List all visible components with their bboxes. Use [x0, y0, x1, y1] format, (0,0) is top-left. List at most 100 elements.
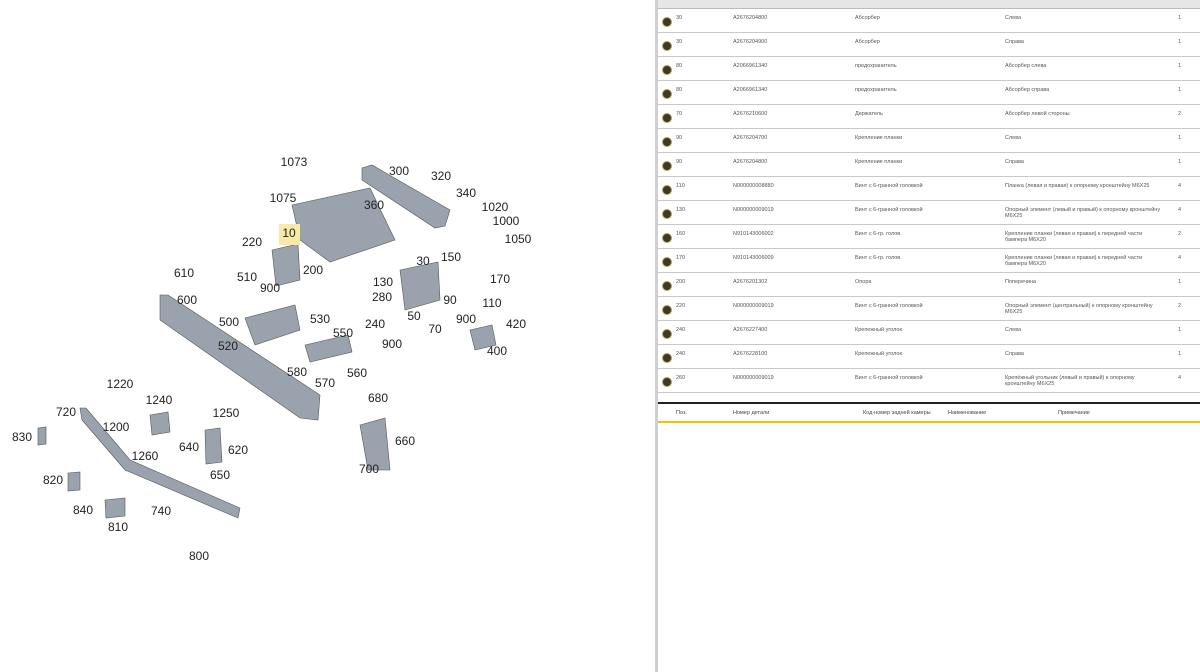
callout-label[interactable]: 70 — [428, 322, 442, 336]
row-icon[interactable] — [662, 353, 672, 363]
callout-label[interactable]: 700 — [359, 462, 379, 476]
callout-label[interactable]: 30 — [416, 254, 430, 268]
callout-label[interactable]: 300 — [389, 164, 409, 178]
callout-label[interactable]: 720 — [56, 405, 76, 419]
callout-label[interactable]: 900 — [260, 281, 280, 295]
header-cell[interactable]: Поз. — [676, 410, 687, 416]
table-row[interactable]: 260 N000000009019 Винт с 6-гранной головко… — [658, 369, 1200, 393]
callout-label[interactable]: 130 — [373, 275, 393, 289]
table-row[interactable]: 160 N910143006002 Винт с 6-гр. голов. Крепл… — [658, 225, 1200, 249]
table-row[interactable]: 110 N000000008880 Винт с 6-гранной головко… — [658, 177, 1200, 201]
callout-label[interactable]: 740 — [151, 504, 171, 518]
callout-label[interactable]: 360 — [364, 198, 384, 212]
row-icon[interactable] — [662, 17, 672, 27]
table-row[interactable]: 240 A2676228100 Крепежный уголок Справа 1 — [658, 345, 1200, 369]
row-icon[interactable] — [662, 89, 672, 99]
header-cell[interactable]: Код-номер задней камеры — [863, 410, 931, 416]
position: 80 — [676, 87, 683, 93]
callout-label[interactable]: 280 — [372, 290, 392, 304]
callout-label[interactable]: 530 — [310, 312, 330, 326]
row-icon[interactable] — [662, 257, 672, 267]
part-number: N910143006009 — [733, 255, 774, 261]
callout-label[interactable]: 1020 — [482, 200, 509, 214]
callout-label[interactable]: 1000 — [493, 214, 520, 228]
callout-label[interactable]: 220 — [242, 235, 262, 249]
callout-label[interactable]: 1250 — [213, 406, 240, 420]
callout-label[interactable]: 90 — [443, 293, 457, 307]
callout-label[interactable]: 500 — [219, 315, 239, 329]
callout-label[interactable]: 400 — [487, 344, 507, 358]
callout-label[interactable]: 560 — [347, 366, 367, 380]
callout-label[interactable]: 580 — [287, 365, 307, 379]
position: 240 — [676, 327, 686, 333]
table-row[interactable]: 90 A2676204700 Крепление планки Слева 1 — [658, 129, 1200, 153]
table-row[interactable]: 30 A2676204800 Абсорбер Слева 1 — [658, 9, 1200, 33]
table-row[interactable]: 170 N910143006009 Винт с 6-гр. голов. Крепл… — [658, 249, 1200, 273]
row-icon[interactable] — [662, 113, 672, 123]
table-body: 30 A2676204800 Абсорбер Слева 1 30 A2676204900… — [658, 9, 1200, 393]
row-icon[interactable] — [662, 305, 672, 315]
callout-label[interactable]: 620 — [228, 443, 248, 457]
callout-label[interactable]: 660 — [395, 434, 415, 448]
callout-label[interactable]: 570 — [315, 376, 335, 390]
callout-label[interactable]: 830 — [12, 430, 32, 444]
row-icon[interactable] — [662, 329, 672, 339]
callout-label[interactable]: 1260 — [132, 449, 159, 463]
callout-label[interactable]: 800 — [189, 549, 209, 563]
table-row[interactable]: 200 A2676201302 Опора Поперечина 1 — [658, 273, 1200, 297]
callout-label[interactable]: 680 — [368, 391, 388, 405]
callout-label[interactable]: 520 — [218, 339, 238, 353]
callout-label[interactable]: 900 — [456, 312, 476, 326]
table-row[interactable]: 80 A2066961340 предохранитель Абсорбер спра… — [658, 81, 1200, 105]
table-row[interactable]: 130 N000000009019 Винт с 6-гранной головко… — [658, 201, 1200, 225]
callout-label[interactable]: 510 — [237, 270, 257, 284]
row-icon[interactable] — [662, 65, 672, 75]
part-name: Опора — [855, 279, 872, 285]
table-row[interactable]: 90 A2676204800 Крепление планки Справа 1 — [658, 153, 1200, 177]
callout-label[interactable]: 650 — [210, 468, 230, 482]
callout-label[interactable]: 610 — [174, 266, 194, 280]
callout-label[interactable]: 1073 — [281, 155, 308, 169]
callout-label[interactable]: 240 — [365, 317, 385, 331]
callout-label[interactable]: 1220 — [107, 377, 134, 391]
callout-label[interactable]: 900 — [382, 337, 402, 351]
header-cell[interactable]: Номер детали — [733, 410, 770, 416]
callout-label[interactable]: 550 — [333, 326, 353, 340]
table-row[interactable]: 240 A2676227400 Крепежный уголок Слева 1 — [658, 321, 1200, 345]
callout-label[interactable]: 420 — [506, 317, 526, 331]
callout-label[interactable]: 110 — [482, 296, 501, 310]
callout-label[interactable]: 200 — [303, 263, 323, 277]
callout-label[interactable]: 340 — [456, 186, 476, 200]
row-icon[interactable] — [662, 209, 672, 219]
table-row[interactable]: 220 N000000009019 Винт с 6-гранной головко… — [658, 297, 1200, 321]
row-icon[interactable] — [662, 41, 672, 51]
callout-label[interactable]: 170 — [490, 272, 510, 286]
callout-label[interactable]: 820 — [43, 473, 63, 487]
callout-label[interactable]: 600 — [177, 293, 197, 307]
callout-label[interactable]: 320 — [431, 169, 451, 183]
callout-label[interactable]: 840 — [73, 503, 93, 517]
table-row[interactable]: 70 A2676210600 Держатель Абсорбер левой сто… — [658, 105, 1200, 129]
row-icon[interactable] — [662, 137, 672, 147]
callout-label[interactable]: 150 — [441, 250, 461, 264]
row-icon[interactable] — [662, 377, 672, 387]
callout-label[interactable]: 50 — [407, 309, 421, 323]
row-icon[interactable] — [662, 161, 672, 171]
row-icon[interactable] — [662, 185, 672, 195]
header-cell[interactable]: Наименование — [948, 410, 987, 416]
position: 80 — [676, 63, 683, 69]
callout-label[interactable]: 1200 — [103, 420, 130, 434]
callout-label[interactable]: 1240 — [146, 393, 173, 407]
row-icon[interactable] — [662, 281, 672, 291]
position: 160 — [676, 231, 686, 237]
callout-label[interactable]: 640 — [179, 440, 199, 454]
row-icon[interactable] — [662, 233, 672, 243]
callout-label[interactable]: 10 — [282, 226, 296, 240]
callout-label[interactable]: 810 — [108, 520, 128, 534]
header-cell[interactable]: Примечание — [1058, 410, 1090, 416]
callout-label[interactable]: 1050 — [505, 232, 532, 246]
position: 70 — [676, 111, 683, 117]
table-row[interactable]: 80 A2066961340 предохранитель Абсорбер слев… — [658, 57, 1200, 81]
callout-label[interactable]: 1075 — [270, 191, 297, 205]
table-row[interactable]: 30 A2676204900 Абсорбер Справа 1 — [658, 33, 1200, 57]
